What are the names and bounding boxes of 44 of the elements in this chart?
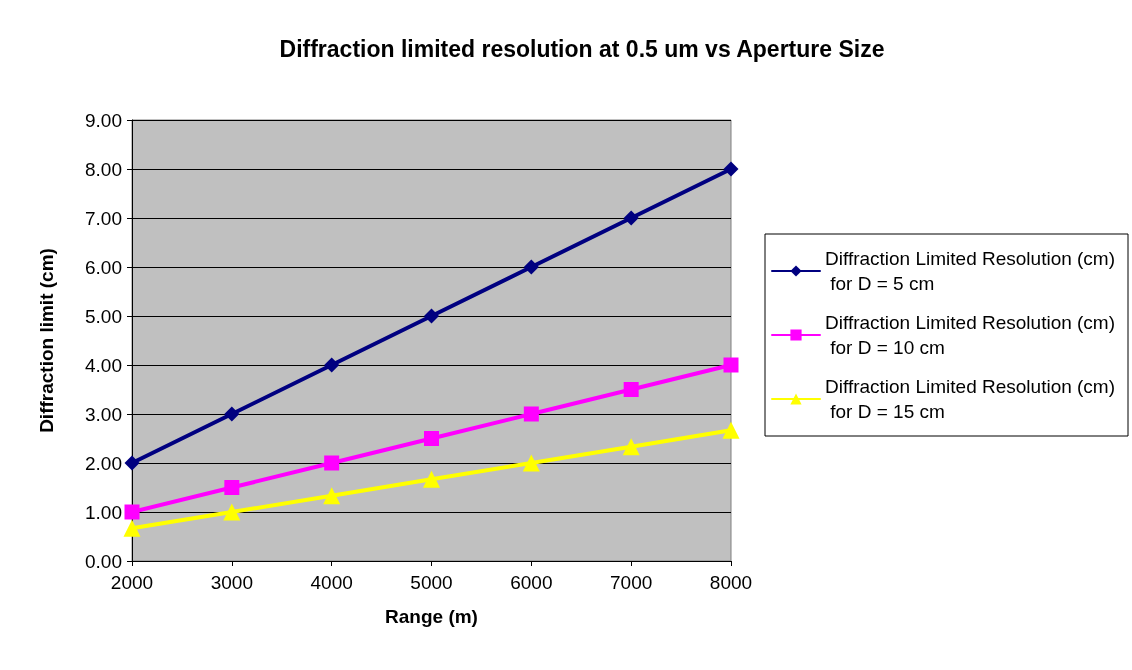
x-tick-label: 2000 xyxy=(110,572,154,593)
point xyxy=(123,519,141,537)
point xyxy=(324,357,340,373)
x-tick-label: 4000 xyxy=(310,572,353,593)
y-tick-label: 7.00 xyxy=(85,207,122,229)
legend-label: Diffraction Limited Resolution (cm) for D = 15 cm xyxy=(825,376,1116,422)
point xyxy=(423,470,440,488)
point xyxy=(622,438,640,456)
y-tick-label: 5.00 xyxy=(85,305,122,327)
point xyxy=(523,406,539,422)
y-tick-label: 4.00 xyxy=(85,354,122,376)
y-tick-label: 1.00 xyxy=(85,501,122,523)
y-tick-label: 2.00 xyxy=(85,452,122,474)
point xyxy=(522,454,540,472)
y-tick-label: 6.00 xyxy=(85,256,122,278)
point xyxy=(523,259,539,275)
x-tick-label: 3000 xyxy=(210,572,253,593)
point xyxy=(723,357,739,373)
y-tick-label: 8.00 xyxy=(85,158,122,180)
y-axis-title: Diffraction limit (cm) xyxy=(36,248,57,433)
y-tick-label: 3.00 xyxy=(85,403,122,425)
point xyxy=(722,421,740,439)
point xyxy=(623,382,639,397)
point xyxy=(424,308,439,324)
point xyxy=(323,487,341,505)
point xyxy=(224,406,240,422)
y-tick-label: 9.00 xyxy=(85,109,122,131)
y-tick-label: 0.00 xyxy=(85,550,122,572)
point xyxy=(224,480,240,495)
x-axis-title: Range (m) xyxy=(385,606,478,627)
point xyxy=(723,161,739,177)
chart-title: Diffraction limited resolution at 0.5 um vs Aperture Size xyxy=(279,35,885,62)
legend-label: Diffraction Limited Resolution (cm) for D = 10 cm xyxy=(825,312,1116,358)
x-tick-label: 7000 xyxy=(610,572,653,593)
point xyxy=(424,431,439,446)
x-tick-label: 6000 xyxy=(510,572,553,593)
point xyxy=(124,455,140,471)
x-tick-label: 8000 xyxy=(709,572,753,593)
x-tick-label: 5000 xyxy=(410,572,453,593)
point xyxy=(124,504,140,520)
point xyxy=(623,210,639,226)
point xyxy=(223,503,241,521)
point xyxy=(324,455,340,471)
legend-label: Diffraction Limited Resolution (cm) for D = 5 cm xyxy=(825,248,1116,294)
